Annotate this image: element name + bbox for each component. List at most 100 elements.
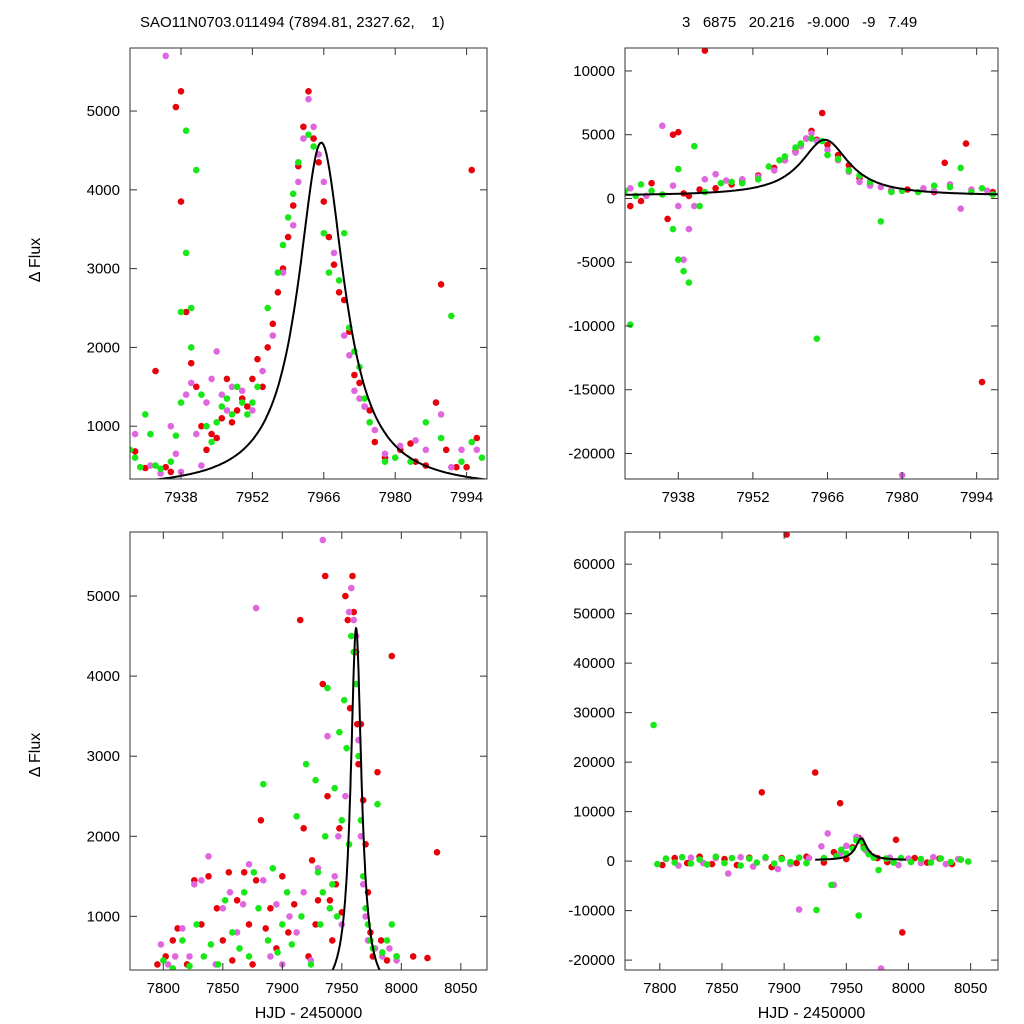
data-point-violet	[164, 961, 172, 968]
data-point-red	[818, 109, 826, 117]
data-point-green	[691, 142, 698, 150]
data-point-red	[312, 921, 319, 928]
data-point-red	[245, 921, 253, 928]
data-point-violet	[348, 584, 355, 592]
points-group	[130, 52, 486, 477]
data-point-violet	[182, 391, 190, 399]
data-point-violet	[805, 854, 813, 862]
data-point-green	[147, 430, 154, 438]
data-point-violet	[157, 941, 165, 948]
data-point-red	[182, 308, 190, 316]
data-point-violet	[818, 843, 825, 850]
data-point-green	[193, 921, 200, 928]
fit-curve	[815, 837, 906, 861]
data-point-red	[240, 869, 248, 876]
data-point-red	[314, 897, 322, 904]
data-point-violet	[895, 861, 902, 869]
data-point-green	[182, 249, 190, 257]
data-point-green	[333, 913, 341, 920]
data-point-violet	[856, 178, 863, 186]
data-point-green	[305, 131, 312, 138]
data-point-violet	[802, 135, 810, 142]
data-point-violet	[208, 375, 215, 383]
data-point-green	[131, 454, 139, 462]
data-point-violet	[131, 430, 139, 438]
data-point-green	[274, 949, 281, 956]
data-point-green	[675, 165, 682, 173]
data-point-red	[899, 929, 906, 936]
data-point-green	[687, 860, 695, 867]
data-point-green	[381, 458, 389, 466]
data-point-green	[245, 953, 253, 960]
data-point-green	[200, 953, 208, 960]
data-point-green	[379, 949, 386, 956]
y-tick-label: 10000	[573, 63, 615, 80]
data-point-violet	[162, 52, 169, 60]
data-point-green	[778, 855, 785, 863]
y-tick-label: 0	[607, 190, 615, 207]
data-point-green	[855, 912, 862, 919]
data-point-red	[285, 929, 292, 936]
data-point-red	[172, 103, 180, 111]
x-tick-label: 7938	[662, 489, 695, 506]
data-point-violet	[701, 176, 709, 183]
data-point-green	[746, 855, 753, 862]
data-point-violet	[737, 853, 744, 861]
y-tick-label: 60000	[573, 556, 615, 573]
data-point-red	[811, 769, 819, 776]
data-point-red	[836, 799, 844, 807]
chart-panel-top-right: 7938 7952 7966 7980 7994 -20000 -15000 -10000 -5…	[568, 47, 999, 506]
data-point-green	[274, 269, 282, 276]
data-point-green	[437, 434, 445, 442]
data-point-green	[813, 335, 821, 343]
data-point-red	[228, 419, 236, 426]
data-point-green	[937, 855, 945, 862]
data-point-red	[330, 261, 338, 269]
data-point-red	[892, 836, 900, 844]
data-point-green	[738, 179, 746, 187]
data-point-violet	[627, 185, 634, 192]
data-point-violet	[205, 853, 212, 860]
data-point-violet	[458, 446, 465, 454]
data-point-violet	[269, 332, 277, 339]
data-point-violet	[245, 861, 253, 868]
data-point-green	[214, 961, 222, 968]
data-point-green	[218, 403, 226, 410]
data-point-green	[803, 859, 810, 867]
data-point-red	[218, 415, 226, 422]
data-point-green	[249, 399, 256, 406]
data-point-red	[154, 961, 161, 968]
data-point-red	[223, 375, 231, 383]
data-point-red	[274, 289, 282, 296]
chart-panel-bottom-left: 7800 7850 7900 7950 8000 8050 1000 2000 3000 4000…	[27, 531, 488, 1022]
data-point-red	[712, 185, 719, 192]
data-point-violet	[213, 348, 220, 355]
data-point-green	[177, 308, 185, 316]
data-point-green	[317, 921, 324, 928]
y-tick-label: 5000	[87, 103, 120, 120]
data-point-violet	[331, 873, 339, 880]
data-point-green	[388, 921, 396, 928]
data-point-red	[350, 608, 358, 616]
data-point-red	[296, 616, 304, 624]
data-point-green	[927, 859, 935, 866]
x-tick-label: 7952	[236, 489, 269, 506]
data-point-green	[229, 929, 236, 936]
data-point-green	[625, 187, 629, 195]
data-point-red	[305, 88, 312, 95]
data-point-red	[442, 446, 450, 454]
data-point-green	[860, 845, 867, 852]
data-point-green	[808, 135, 815, 142]
plot-frame	[624, 531, 999, 971]
data-point-violet	[203, 399, 210, 406]
data-point-red	[637, 197, 645, 205]
data-point-green	[662, 855, 670, 862]
data-point-red	[131, 448, 139, 455]
data-point-red	[342, 592, 349, 600]
data-point-violet	[824, 146, 831, 154]
data-point-green	[136, 463, 144, 471]
data-point-violet	[187, 379, 195, 387]
data-point-green	[703, 861, 711, 868]
data-point-red	[336, 825, 343, 832]
data-point-violet	[473, 446, 481, 454]
